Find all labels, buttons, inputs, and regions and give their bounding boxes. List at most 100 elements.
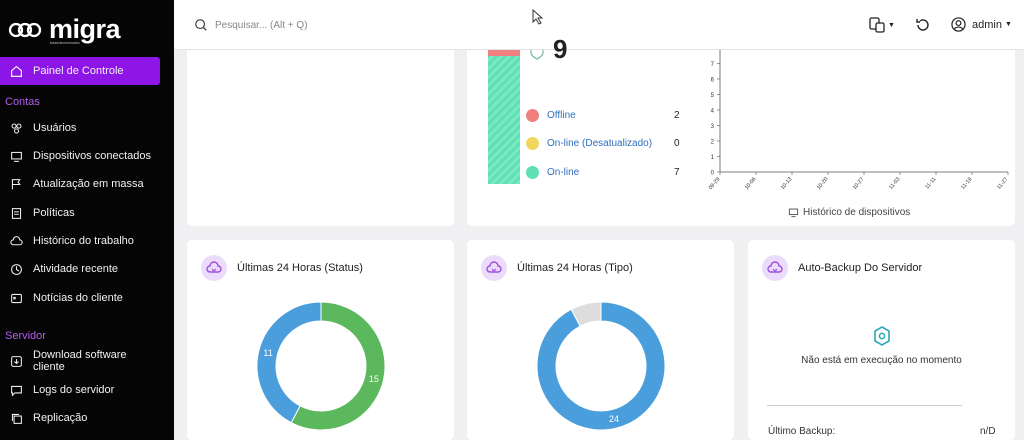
sidebar-item-historico[interactable]: Histórico do trabalho bbox=[0, 227, 160, 255]
y-tick-label: 7 bbox=[711, 62, 715, 68]
top-left-card bbox=[187, 50, 454, 226]
history-caption: Histórico de dispositivos bbox=[788, 207, 910, 218]
logo[interactable]: migra basedechamada bbox=[8, 10, 158, 46]
cursor-icon bbox=[532, 9, 544, 25]
legend-dot bbox=[526, 137, 539, 150]
legend-online: On-line 7 bbox=[526, 166, 680, 179]
news-icon bbox=[11, 293, 22, 303]
search-input[interactable]: Pesquisar... (Alt + Q) bbox=[194, 18, 308, 32]
x-tick-label: 10-27 bbox=[852, 176, 866, 191]
flag-icon bbox=[11, 178, 21, 189]
message-icon bbox=[11, 385, 22, 397]
document-icon bbox=[11, 207, 22, 219]
y-tick-label: 0 bbox=[711, 171, 715, 177]
refresh-icon bbox=[916, 19, 929, 31]
sidebar-item-label: Usuários bbox=[33, 122, 77, 134]
cloud-sync-icon bbox=[762, 255, 788, 281]
monitor-icon bbox=[11, 151, 22, 162]
card-title: Auto-Backup Do Servidor bbox=[798, 262, 923, 274]
sidebar-item-usuarios[interactable]: Usuários bbox=[0, 114, 160, 142]
sidebar-item-atividade[interactable]: Atividade recente bbox=[0, 255, 160, 283]
x-tick-label: 11-03 bbox=[888, 176, 901, 190]
backup-message: Não está em execução no momento bbox=[801, 355, 962, 366]
legend-value: 7 bbox=[674, 167, 680, 178]
device-status-card: 9 Offline 2 On-line (Desatualizado) 0 On… bbox=[467, 34, 1015, 226]
caret-down-icon: ▼ bbox=[1004, 21, 1012, 28]
x-tick-label: 11-11 bbox=[924, 176, 937, 190]
last-backup-value: n/D bbox=[980, 426, 996, 437]
cloud-sync-icon bbox=[10, 235, 23, 245]
gear-shield-icon bbox=[874, 326, 890, 346]
section-contas: Contas bbox=[5, 96, 40, 108]
donut-label: 24 bbox=[609, 414, 619, 424]
x-tick-label: 10-13 bbox=[780, 176, 794, 191]
x-tick-label: 11-19 bbox=[960, 176, 973, 190]
device-switch-button[interactable]: ▼ bbox=[869, 17, 895, 33]
sidebar-item-logs[interactable]: Logs do servidor bbox=[0, 376, 160, 404]
last-backup-label: Último Backup: bbox=[768, 426, 836, 437]
donut-label: 11 bbox=[263, 348, 272, 358]
donut-slice[interactable] bbox=[536, 301, 666, 431]
logo-subtitle: basedechamada bbox=[50, 40, 80, 45]
history-caption-text: Histórico de dispositivos bbox=[803, 207, 911, 218]
x-tick-label: 09-29 bbox=[708, 176, 722, 191]
legend-label: Offline bbox=[547, 110, 576, 121]
y-tick-label: 4 bbox=[711, 109, 715, 115]
sidebar-item-label: Dispositivos conectados bbox=[33, 150, 152, 162]
donut-slice[interactable] bbox=[570, 301, 602, 327]
logo-icon bbox=[8, 22, 42, 38]
x-tick-label: 10-20 bbox=[816, 176, 830, 191]
card-title: Últimas 24 Horas (Tipo) bbox=[517, 262, 633, 274]
sidebar-item-label: Logs do servidor bbox=[33, 384, 115, 396]
username: admin bbox=[972, 18, 1002, 31]
y-tick-label: 3 bbox=[711, 124, 715, 130]
sidebar: migra basedechamada Painel de Controle C… bbox=[0, 0, 174, 440]
total-devices-value: 9 bbox=[553, 34, 568, 60]
donut-label: 15 bbox=[369, 374, 379, 384]
card-title: Últimas 24 Horas (Status) bbox=[237, 262, 363, 274]
legend-value: 0 bbox=[674, 138, 680, 149]
legend-label: On-line (Desatualizado) bbox=[547, 138, 653, 149]
sidebar-item-painel[interactable]: Painel de Controle bbox=[0, 57, 160, 85]
sidebar-item-label: Notícias do cliente bbox=[33, 292, 123, 304]
user-menu[interactable]: admin ▼ bbox=[951, 17, 1012, 32]
sidebar-item-label: Histórico do trabalho bbox=[33, 235, 134, 247]
backup-card: Auto-Backup Do Servidor Não está em exec… bbox=[748, 240, 1015, 440]
cloud-sync-icon bbox=[481, 255, 507, 281]
y-tick-label: 6 bbox=[711, 78, 715, 84]
search-placeholder: Pesquisar... (Alt + Q) bbox=[215, 19, 308, 31]
sidebar-item-dispositivos[interactable]: Dispositivos conectados bbox=[0, 142, 160, 170]
legend-dot bbox=[526, 166, 539, 179]
type24-donut: 24 bbox=[536, 301, 666, 431]
sidebar-item-download[interactable]: Download software cliente bbox=[0, 347, 160, 375]
sidebar-item-noticias[interactable]: Notícias do cliente bbox=[0, 284, 160, 312]
cloud-sync-icon bbox=[201, 255, 227, 281]
divider bbox=[767, 405, 962, 406]
donut-slice[interactable] bbox=[290, 301, 386, 431]
sidebar-item-replicacao[interactable]: Replicação bbox=[0, 404, 160, 432]
sidebar-item-label: Replicação bbox=[33, 412, 88, 424]
user-icon bbox=[951, 17, 966, 32]
sidebar-item-label: Download software cliente bbox=[33, 349, 127, 373]
donut-slice[interactable] bbox=[256, 301, 322, 424]
clock-icon bbox=[11, 263, 22, 275]
legend-outdated: On-line (Desatualizado) 0 bbox=[526, 137, 680, 150]
sidebar-item-label: Atualização em massa bbox=[33, 178, 144, 190]
legend-offline: Offline 2 bbox=[526, 109, 680, 122]
download-icon bbox=[11, 355, 22, 367]
caret-down-icon: ▼ bbox=[888, 21, 895, 29]
shield-icon bbox=[530, 50, 544, 60]
monitor-icon bbox=[788, 208, 799, 218]
refresh-button[interactable] bbox=[915, 17, 931, 33]
topbar: Pesquisar... (Alt + Q) ▼ admin ▼ bbox=[174, 0, 1024, 50]
logo-text: migra bbox=[49, 14, 121, 44]
y-tick-label: 5 bbox=[711, 93, 715, 99]
home-icon bbox=[11, 65, 22, 77]
devices-icon bbox=[869, 17, 885, 33]
sidebar-item-politicas[interactable]: Políticas bbox=[0, 199, 160, 227]
sidebar-item-label: Painel de Controle bbox=[33, 65, 124, 77]
status-bar bbox=[488, 50, 520, 184]
legend-label: On-line bbox=[547, 167, 580, 178]
sidebar-item-atualizacao[interactable]: Atualização em massa bbox=[0, 170, 160, 198]
